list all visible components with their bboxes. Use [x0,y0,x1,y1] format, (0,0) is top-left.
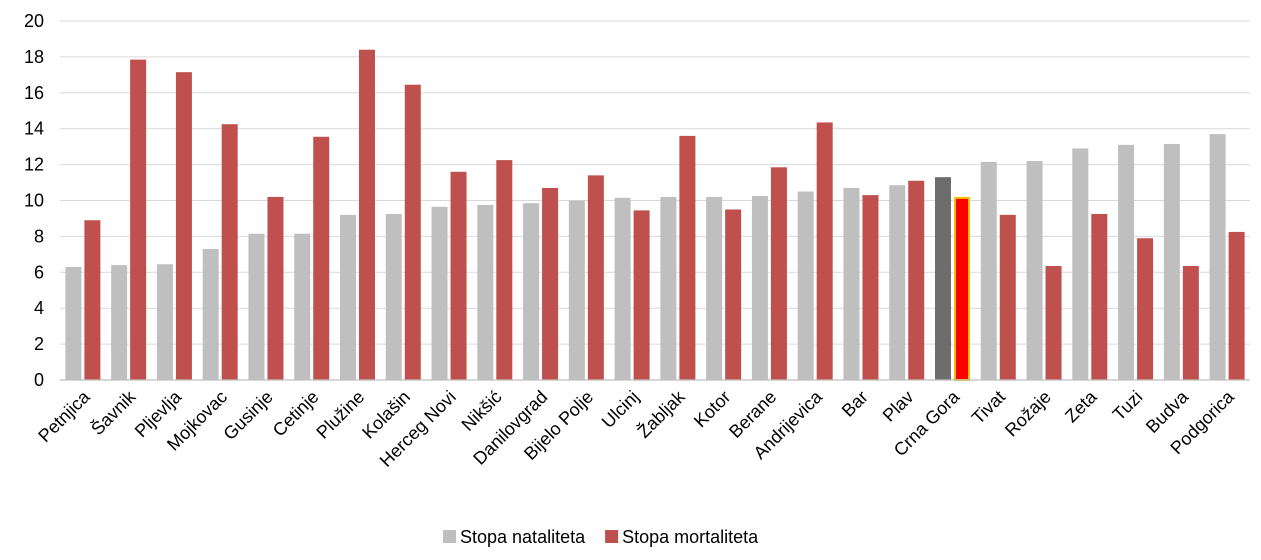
bar-mortalitet-23 [1091,213,1108,380]
bar-natalitet-3 [156,264,173,380]
bar-natalitet-15 [706,196,723,380]
bar-mortalitet-11 [542,187,559,380]
bar-mortalitet-15 [725,209,742,380]
bar-natalitet-12 [568,200,585,380]
bar-natalitet-6 [294,233,311,380]
x-category-label: Petnjica [34,386,94,446]
bar-natalitet-26 [1209,134,1226,380]
y-tick-label: 4 [34,298,44,318]
bar-natalitet-22 [1026,161,1043,380]
bar-mortalitet-20 [954,196,970,381]
bar-mortalitet-6 [313,136,330,380]
bar-mortalitet-1 [84,220,101,380]
bar-mortalitet-19 [908,180,925,380]
bar-mortalitet-3 [175,72,192,380]
bar-mortalitet-17 [816,122,833,380]
x-category-label: Bar [838,387,872,421]
bar-mortalitet-13 [633,210,650,380]
x-category-label: Plužine [312,387,368,443]
bar-natalitet-7 [340,214,356,380]
bar-natalitet-4 [202,248,219,380]
bar-natalitet-17 [797,191,814,380]
bar-mortalitet-7 [359,49,375,380]
y-tick-label: 16 [24,83,44,103]
y-tick-label: 0 [34,370,44,390]
x-category-label: Tivat [968,387,1009,428]
y-tick-label: 12 [24,155,44,175]
bar-natalitet-8 [385,213,402,380]
x-category-label: Cetinje [269,387,323,441]
x-category-label: Plav [879,387,918,426]
bar-natalitet-11 [523,203,540,380]
bar-natalitet-25 [1163,143,1180,380]
y-tick-label: 10 [24,191,44,211]
bar-mortalitet-21 [999,214,1016,380]
bar-mortalitet-22 [1045,266,1062,380]
bar-mortalitet-10 [496,160,513,380]
y-tick-label: 8 [34,226,44,246]
bar-natalitet-19 [889,185,906,380]
bar-mortalitet-8 [404,84,421,380]
x-category-label: Šavnik [86,385,140,439]
y-tick-label: 20 [24,11,44,31]
bar-mortalitet-14 [679,135,696,380]
bar-mortalitet-2 [130,59,147,380]
bar-natalitet-16 [751,196,768,380]
bar-mortalitet-16 [770,167,787,380]
bar-natalitet-21 [980,161,997,380]
x-category-label: Rožaje [1001,387,1055,441]
bar-natalitet-14 [660,196,677,380]
y-tick-label: 18 [24,47,44,67]
bar-mortalitet-5 [267,196,284,380]
bar-mortalitet-4 [221,124,238,381]
y-axis-tick-labels: 0 2 4 6 8 10 12 14 16 18 20 [24,11,44,390]
y-tick-label: 14 [24,119,44,139]
bar-mortalitet-18 [862,195,879,380]
legend: Stopa nataliteta Stopa mortaliteta [443,527,759,547]
grid-lines [60,20,1250,345]
bar-natalitet-20 [935,177,951,380]
bar-natalitet-24 [1118,144,1135,380]
y-tick-label: 2 [34,334,44,354]
x-axis-category-labels: PetnjicaŠavnikPljevljaMojkovacGusinjeCet… [34,385,1238,471]
bar-mortalitet-12 [587,175,604,380]
bar-natalitet-18 [843,187,860,380]
bar-natalitet-5 [248,233,265,380]
bar-natalitet-1 [65,266,82,380]
legend-swatch-natalitet [443,530,456,543]
bar-mortalitet-9 [450,171,467,380]
bar-natalitet-9 [431,206,448,380]
bar-natalitet-10 [477,204,494,380]
legend-swatch-mortalitet [605,530,619,543]
legend-label-natalitet: Stopa nataliteta [460,527,586,547]
bar-mortalitet-24 [1137,238,1154,380]
bar-natalitet-23 [1072,148,1089,380]
x-category-label: Tuzi [1109,387,1147,425]
y-tick-label: 6 [34,262,44,282]
bar-natalitet-2 [111,265,128,380]
bar-natalitet-13 [614,197,631,380]
bar-mortalitet-26 [1228,231,1245,380]
x-category-label: Zeta [1061,386,1101,426]
legend-label-mortalitet: Stopa mortaliteta [622,527,759,547]
bar-mortalitet-25 [1182,266,1199,380]
x-category-label: Gusinje [219,387,276,444]
x-category-label: Žabljak [634,386,690,442]
bars [65,49,1245,381]
